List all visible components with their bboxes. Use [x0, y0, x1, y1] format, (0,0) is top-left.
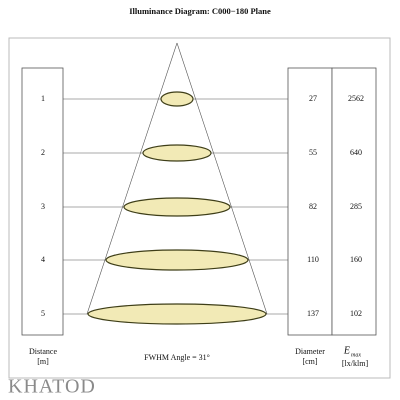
- logo: KHATOD: [8, 376, 96, 398]
- fwhm-label: FWHM Angle = 31°: [144, 353, 210, 362]
- distance-label: Distance: [29, 347, 57, 356]
- diameter-box: [287, 67, 333, 336]
- beam-ellipse: [87, 303, 267, 325]
- distance-box: [21, 67, 64, 336]
- cone-edge: [176, 42, 268, 315]
- emax-unit: [lx/klm]: [342, 359, 369, 368]
- emax-value: 160: [350, 255, 362, 264]
- diameter-label: Diameter: [295, 347, 325, 356]
- emax-value: 285: [350, 202, 362, 211]
- beam-ellipse: [160, 91, 194, 107]
- title: Illuminance Diagram: C000−180 Plane: [129, 6, 271, 16]
- diameter-value: 137: [307, 309, 319, 318]
- beam-ellipse: [123, 197, 231, 217]
- diameter-unit: [cm]: [302, 357, 317, 366]
- beam-ellipse: [142, 144, 212, 162]
- emax-value: 2562: [348, 94, 364, 103]
- cone-edge: [86, 42, 178, 315]
- distance-value: 4: [41, 255, 45, 264]
- diameter-value: 55: [309, 148, 317, 157]
- emax-subscript: max: [351, 352, 361, 358]
- emax-label: E: [343, 345, 350, 356]
- emax-value: 102: [350, 309, 362, 318]
- distance-unit: [m]: [37, 357, 49, 366]
- diameter-value: 27: [309, 94, 317, 103]
- frame: [8, 37, 391, 379]
- emax-box: [331, 67, 377, 336]
- diameter-value: 110: [307, 255, 319, 264]
- diameter-value: 82: [309, 202, 317, 211]
- distance-value: 2: [41, 148, 45, 157]
- distance-value: 5: [41, 309, 45, 318]
- emax-value: 640: [350, 148, 362, 157]
- beam-ellipse: [105, 249, 249, 271]
- distance-value: 3: [41, 202, 45, 211]
- rows: 1 27 2562 2 55 640 3 82 285 4 110 160 5 137 102: [41, 94, 364, 318]
- distance-value: 1: [41, 94, 45, 103]
